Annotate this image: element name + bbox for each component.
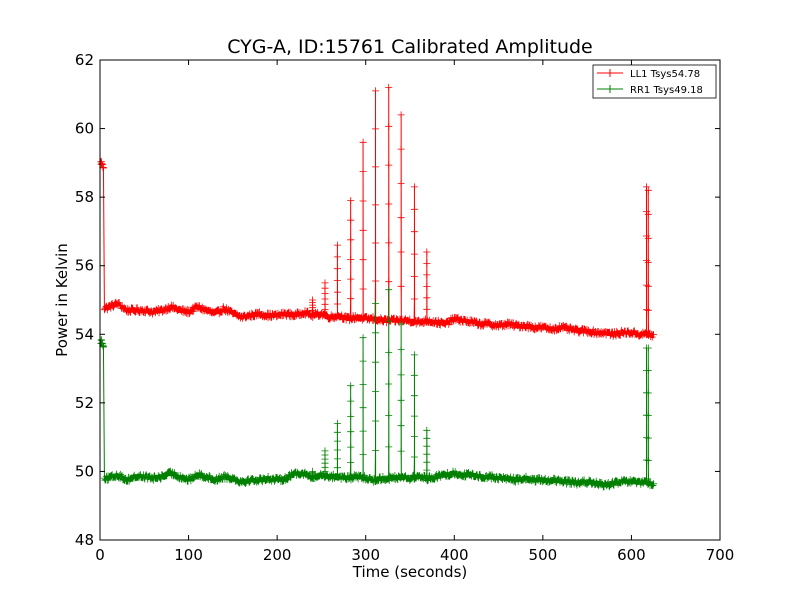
plot-area — [100, 60, 720, 540]
x-tick-label: 100 — [174, 546, 203, 564]
y-tick-label: 58 — [75, 188, 94, 206]
legend-marker-rr1 — [606, 85, 614, 93]
x-tick-label: 600 — [617, 546, 646, 564]
x-tick-label: 400 — [440, 546, 469, 564]
x-axis-label: Time (seconds) — [352, 563, 468, 581]
y-tick-label: 54 — [75, 325, 94, 343]
y-tick-label: 60 — [75, 120, 94, 138]
y-axis-label: Power in Kelvin — [53, 243, 71, 357]
x-tick-label: 0 — [95, 546, 105, 564]
series-layer — [97, 83, 658, 491]
x-tick-label: 200 — [263, 546, 292, 564]
y-tick-label: 48 — [75, 531, 94, 549]
y-tick-label: 50 — [75, 462, 94, 480]
x-tick-label: 500 — [529, 546, 558, 564]
series-markers — [97, 83, 658, 341]
y-axis: 48 50 52 54 56 58 60 62 — [75, 51, 720, 549]
legend-label-ll1: LL1 Tsys54.78 — [630, 69, 700, 80]
legend-label-rr1: RR1 Tsys49.18 — [630, 85, 703, 96]
series-markers — [97, 286, 658, 491]
x-tick-label: 700 — [706, 546, 735, 564]
legend-box — [592, 64, 717, 99]
x-axis: 0 100 200 300 400 500 600 700 — [95, 60, 734, 564]
series-ll1 — [97, 83, 658, 341]
plot-frame — [99, 59, 721, 541]
x-tick-label: 300 — [351, 546, 380, 564]
series-rr1 — [97, 286, 658, 491]
chart-title: CYG-A, ID:15761 Calibrated Amplitude — [227, 36, 592, 58]
y-tick-label: 52 — [75, 394, 94, 412]
legend-marker-ll1 — [606, 69, 614, 77]
y-tick-label: 62 — [75, 51, 94, 69]
legend: LL1 Tsys54.78 RR1 Tsys49.18 — [592, 64, 717, 99]
y-tick-label: 56 — [75, 257, 94, 275]
